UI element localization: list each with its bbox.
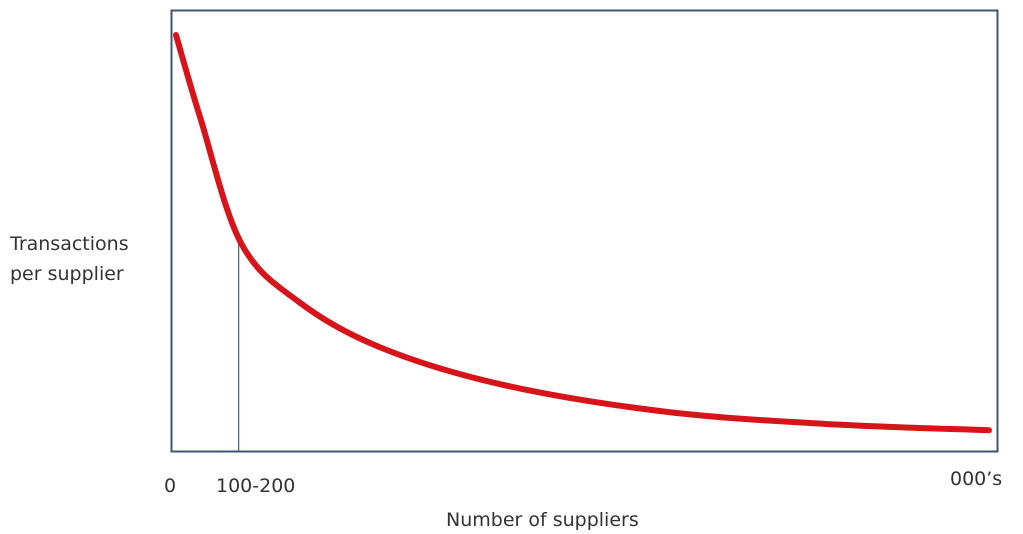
plot-frame (170, 9, 999, 453)
y-axis-label-line-2: per supplier (10, 263, 124, 285)
series-curve (173, 32, 992, 434)
y-axis-label: Transactions per supplier (10, 229, 160, 289)
x-axis-label: Number of suppliers (446, 509, 639, 531)
x-tick-label-100-200: 100-200 (216, 475, 296, 497)
y-axis-label-line-1: Transactions (10, 233, 129, 255)
x-tick-label-thousands: 000’s (950, 468, 1003, 490)
x-tick-label-0: 0 (164, 475, 177, 497)
